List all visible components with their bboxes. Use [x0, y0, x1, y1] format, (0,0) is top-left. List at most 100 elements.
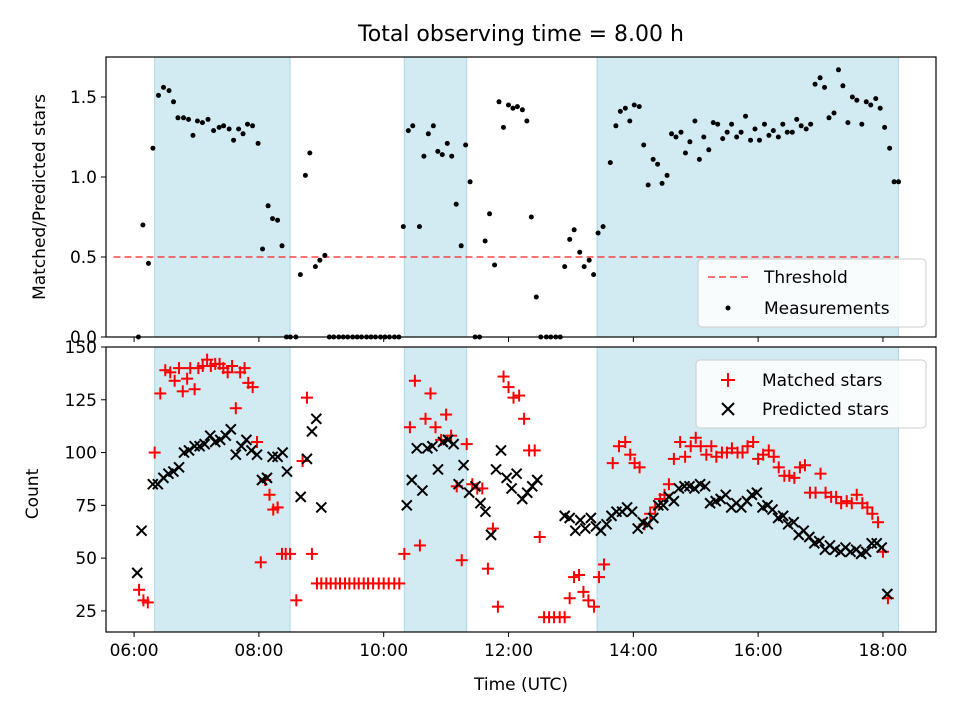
measurement-point: [430, 123, 436, 129]
top-shaded-interval-1: [403, 56, 468, 338]
matched-star-point: [148, 446, 161, 459]
measurement-point: [216, 124, 222, 130]
predicted-star-point: [881, 588, 894, 600]
legend-matched-label: Matched stars: [762, 371, 882, 391]
matched-star-point: [398, 547, 411, 560]
top-axes-frame: [105, 56, 937, 338]
top-y-tick-label: 1.5: [70, 88, 97, 108]
measurement-point: [571, 227, 577, 233]
predicted-star-point: [426, 440, 439, 452]
measurement-point: [528, 214, 534, 220]
measurement-point: [581, 264, 587, 270]
top-y-axis-label: Matched/Predicted stars: [30, 94, 50, 300]
matched-star-point: [305, 547, 318, 560]
measurement-point: [669, 131, 675, 137]
bottom-y-tick-label: 50: [75, 549, 97, 569]
predicted-star-point: [505, 482, 518, 495]
predicted-star-point: [301, 453, 313, 465]
measurement-point: [519, 107, 525, 113]
measurement-point: [607, 160, 613, 166]
measurement-point: [738, 129, 744, 135]
matched-star-point: [141, 596, 154, 609]
predicted-star-point: [600, 518, 613, 531]
matched-star-point: [296, 455, 309, 467]
predicted-star-point: [788, 516, 800, 528]
matched-star-point: [772, 461, 785, 474]
matched-star-point: [736, 446, 749, 459]
predicted-star-point: [188, 440, 201, 452]
bottom-x-tick-label: 08:00: [234, 641, 283, 661]
measurement-point: [410, 123, 416, 129]
predicted-star-point: [401, 499, 413, 512]
bottom-legend-box: [695, 359, 927, 429]
predicted-star-point: [495, 444, 507, 457]
measurement-point: [784, 129, 790, 135]
measurement-point: [275, 217, 281, 223]
measurement-point: [845, 120, 851, 126]
measurement-point: [577, 249, 583, 255]
matched-star-point: [835, 497, 848, 510]
measurement-point: [586, 257, 592, 263]
matched-star-point: [624, 448, 637, 461]
measurement-point: [302, 172, 308, 178]
measurement-point: [510, 105, 516, 111]
matched-star-point: [762, 444, 775, 457]
predicted-star-point: [563, 512, 576, 524]
matched-star-point: [419, 412, 432, 425]
measurement-point: [631, 102, 637, 108]
measurement-point: [882, 124, 888, 130]
measurement-point: [482, 238, 488, 244]
predicted-star-point: [281, 465, 293, 478]
measurement-point: [260, 246, 266, 252]
measurement-point: [449, 153, 455, 159]
measurement-point: [831, 110, 837, 116]
matched-star-point: [424, 387, 437, 400]
predicted-star-point: [469, 480, 482, 493]
measurement-point: [622, 105, 628, 111]
predicted-star-point: [135, 524, 148, 537]
matched-star-point: [573, 569, 586, 581]
predicted-star-point: [668, 495, 680, 507]
measurement-point: [659, 180, 665, 186]
predicted-star-point: [198, 438, 211, 450]
measurement-point: [400, 224, 406, 230]
matched-star-point: [518, 412, 531, 425]
predicted-star-point: [485, 529, 497, 541]
matched-star-point: [164, 366, 177, 379]
measurement-point: [859, 121, 865, 127]
measurement-point: [803, 126, 809, 132]
measurement-point: [891, 179, 897, 185]
bottom-x-tick-label: 10:00: [359, 641, 408, 661]
measurement-point: [505, 102, 511, 108]
measurement-point: [492, 262, 498, 268]
top-x-ticks: [133, 337, 884, 342]
matched-star-point: [168, 374, 181, 387]
measurement-point: [729, 121, 735, 127]
matched-star-point: [694, 440, 707, 453]
measurement-point: [613, 123, 619, 129]
predicted-star-point: [411, 442, 423, 455]
bottom-y-axis-label: Count: [23, 468, 43, 519]
measurement-point: [756, 137, 762, 143]
matched-star-point: [481, 562, 494, 575]
matched-star-point: [154, 387, 167, 400]
matched-star-point: [619, 436, 632, 448]
predicted-star-point: [452, 478, 465, 490]
bottom-x-tick-label: 16:00: [734, 641, 783, 661]
predicted-stars-points: [131, 413, 894, 600]
matched-star-point: [502, 381, 515, 394]
predicted-star-point: [251, 448, 263, 461]
bottom-x-tick-label: 06:00: [110, 641, 159, 661]
measurement-point: [524, 118, 530, 124]
predicted-star-point: [860, 546, 872, 558]
matched-star-point: [850, 488, 863, 501]
matched-star-point: [679, 450, 692, 463]
matched-star-point: [263, 488, 276, 501]
top-y-tick-label: 1.0: [70, 168, 97, 188]
matched-star-point: [767, 450, 780, 463]
measurement-point: [710, 120, 716, 126]
measurement-point: [240, 131, 246, 137]
measurement-point: [439, 152, 445, 158]
measurement-point: [425, 131, 431, 137]
figure-title: Total observing time = 8.00 h: [357, 22, 684, 47]
